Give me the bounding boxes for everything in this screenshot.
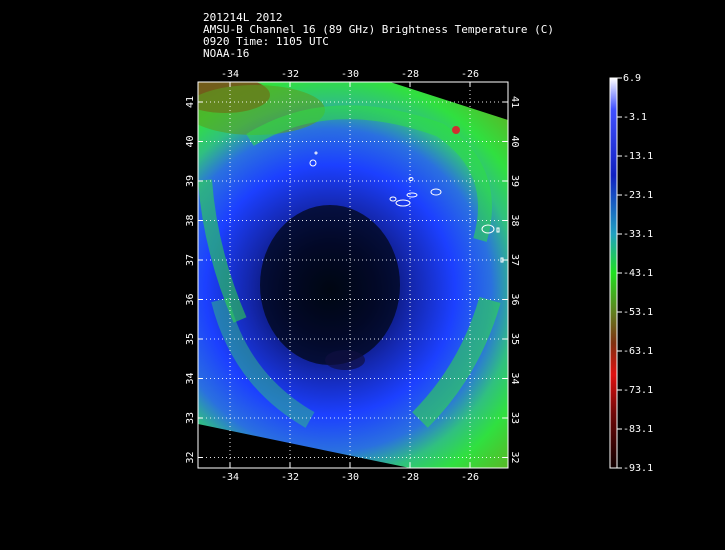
colorbar-labels: 6.9 -3.1 -13.1 -23.1 -33.1 -43.1 -53.1 -63.1 -73… xyxy=(617,73,653,474)
lat-label-right: 37 xyxy=(509,254,520,266)
lat-label-left: 35 xyxy=(185,333,196,345)
colorbar-label: -33.1 xyxy=(623,229,653,240)
colorbar-label: -43.1 xyxy=(623,268,653,279)
title-line-1: 201214L 2012 xyxy=(203,11,283,24)
lat-label-left: 32 xyxy=(185,451,196,463)
title-line-2: AMSU-B Channel 16 (89 GHz) Brightness Te… xyxy=(203,23,554,36)
lat-label-left: 38 xyxy=(185,214,196,226)
lat-label-right: 32 xyxy=(509,451,520,463)
lon-label-top: -26 xyxy=(461,69,479,80)
lon-label-top: -32 xyxy=(281,69,299,80)
lat-label-right: 35 xyxy=(509,333,520,345)
title-line-4: NOAA-16 xyxy=(203,47,250,60)
lat-label-right: 41 xyxy=(509,96,520,108)
lat-label-left: 34 xyxy=(185,372,196,384)
colorbar xyxy=(609,77,618,469)
colorbar-label: -83.1 xyxy=(623,424,653,435)
lat-label-left: 37 xyxy=(185,254,196,266)
lon-label-top: -34 xyxy=(221,69,239,80)
colorbar-label: -53.1 xyxy=(623,307,653,318)
lat-label-right: 40 xyxy=(509,135,520,147)
title-line-3: 0920 Time: 1105 UTC xyxy=(203,35,329,48)
lon-label-top: -28 xyxy=(401,69,419,80)
lon-label-bottom: -28 xyxy=(401,472,419,483)
lon-label-top: -30 xyxy=(341,69,359,80)
map-frame xyxy=(197,81,509,469)
lat-label-right: 36 xyxy=(509,293,520,305)
colorbar-label: -73.1 xyxy=(623,385,653,396)
lat-lon-tick-labels: -34 -34 -32 -32 -30 -30 -28 -28 -26 -26 41 41 40 40 39… xyxy=(185,69,520,483)
island-outlines xyxy=(309,151,504,263)
lat-label-right: 39 xyxy=(509,175,520,187)
lat-lon-grid xyxy=(198,82,508,468)
lat-label-left: 36 xyxy=(185,293,196,305)
colorbar-label: -3.1 xyxy=(623,112,647,123)
lon-label-bottom: -32 xyxy=(281,472,299,483)
colorbar-label: -93.1 xyxy=(623,463,653,474)
lat-label-left: 33 xyxy=(185,412,196,424)
lat-label-left: 40 xyxy=(185,135,196,147)
brightness-temperature-swath xyxy=(198,82,508,468)
colorbar-label: 6.9 xyxy=(623,73,641,84)
colorbar-label: -23.1 xyxy=(623,190,653,201)
lat-label-left: 39 xyxy=(185,175,196,187)
lon-label-bottom: -26 xyxy=(461,472,479,483)
lon-label-bottom: -34 xyxy=(221,472,239,483)
lat-label-left: 41 xyxy=(185,96,196,108)
lat-label-right: 34 xyxy=(509,372,520,384)
colorbar-label: -63.1 xyxy=(623,346,653,357)
colorbar-label: -13.1 xyxy=(623,151,653,162)
lon-label-bottom: -30 xyxy=(341,472,359,483)
lat-label-right: 38 xyxy=(509,214,520,226)
lat-label-right: 33 xyxy=(509,412,520,424)
